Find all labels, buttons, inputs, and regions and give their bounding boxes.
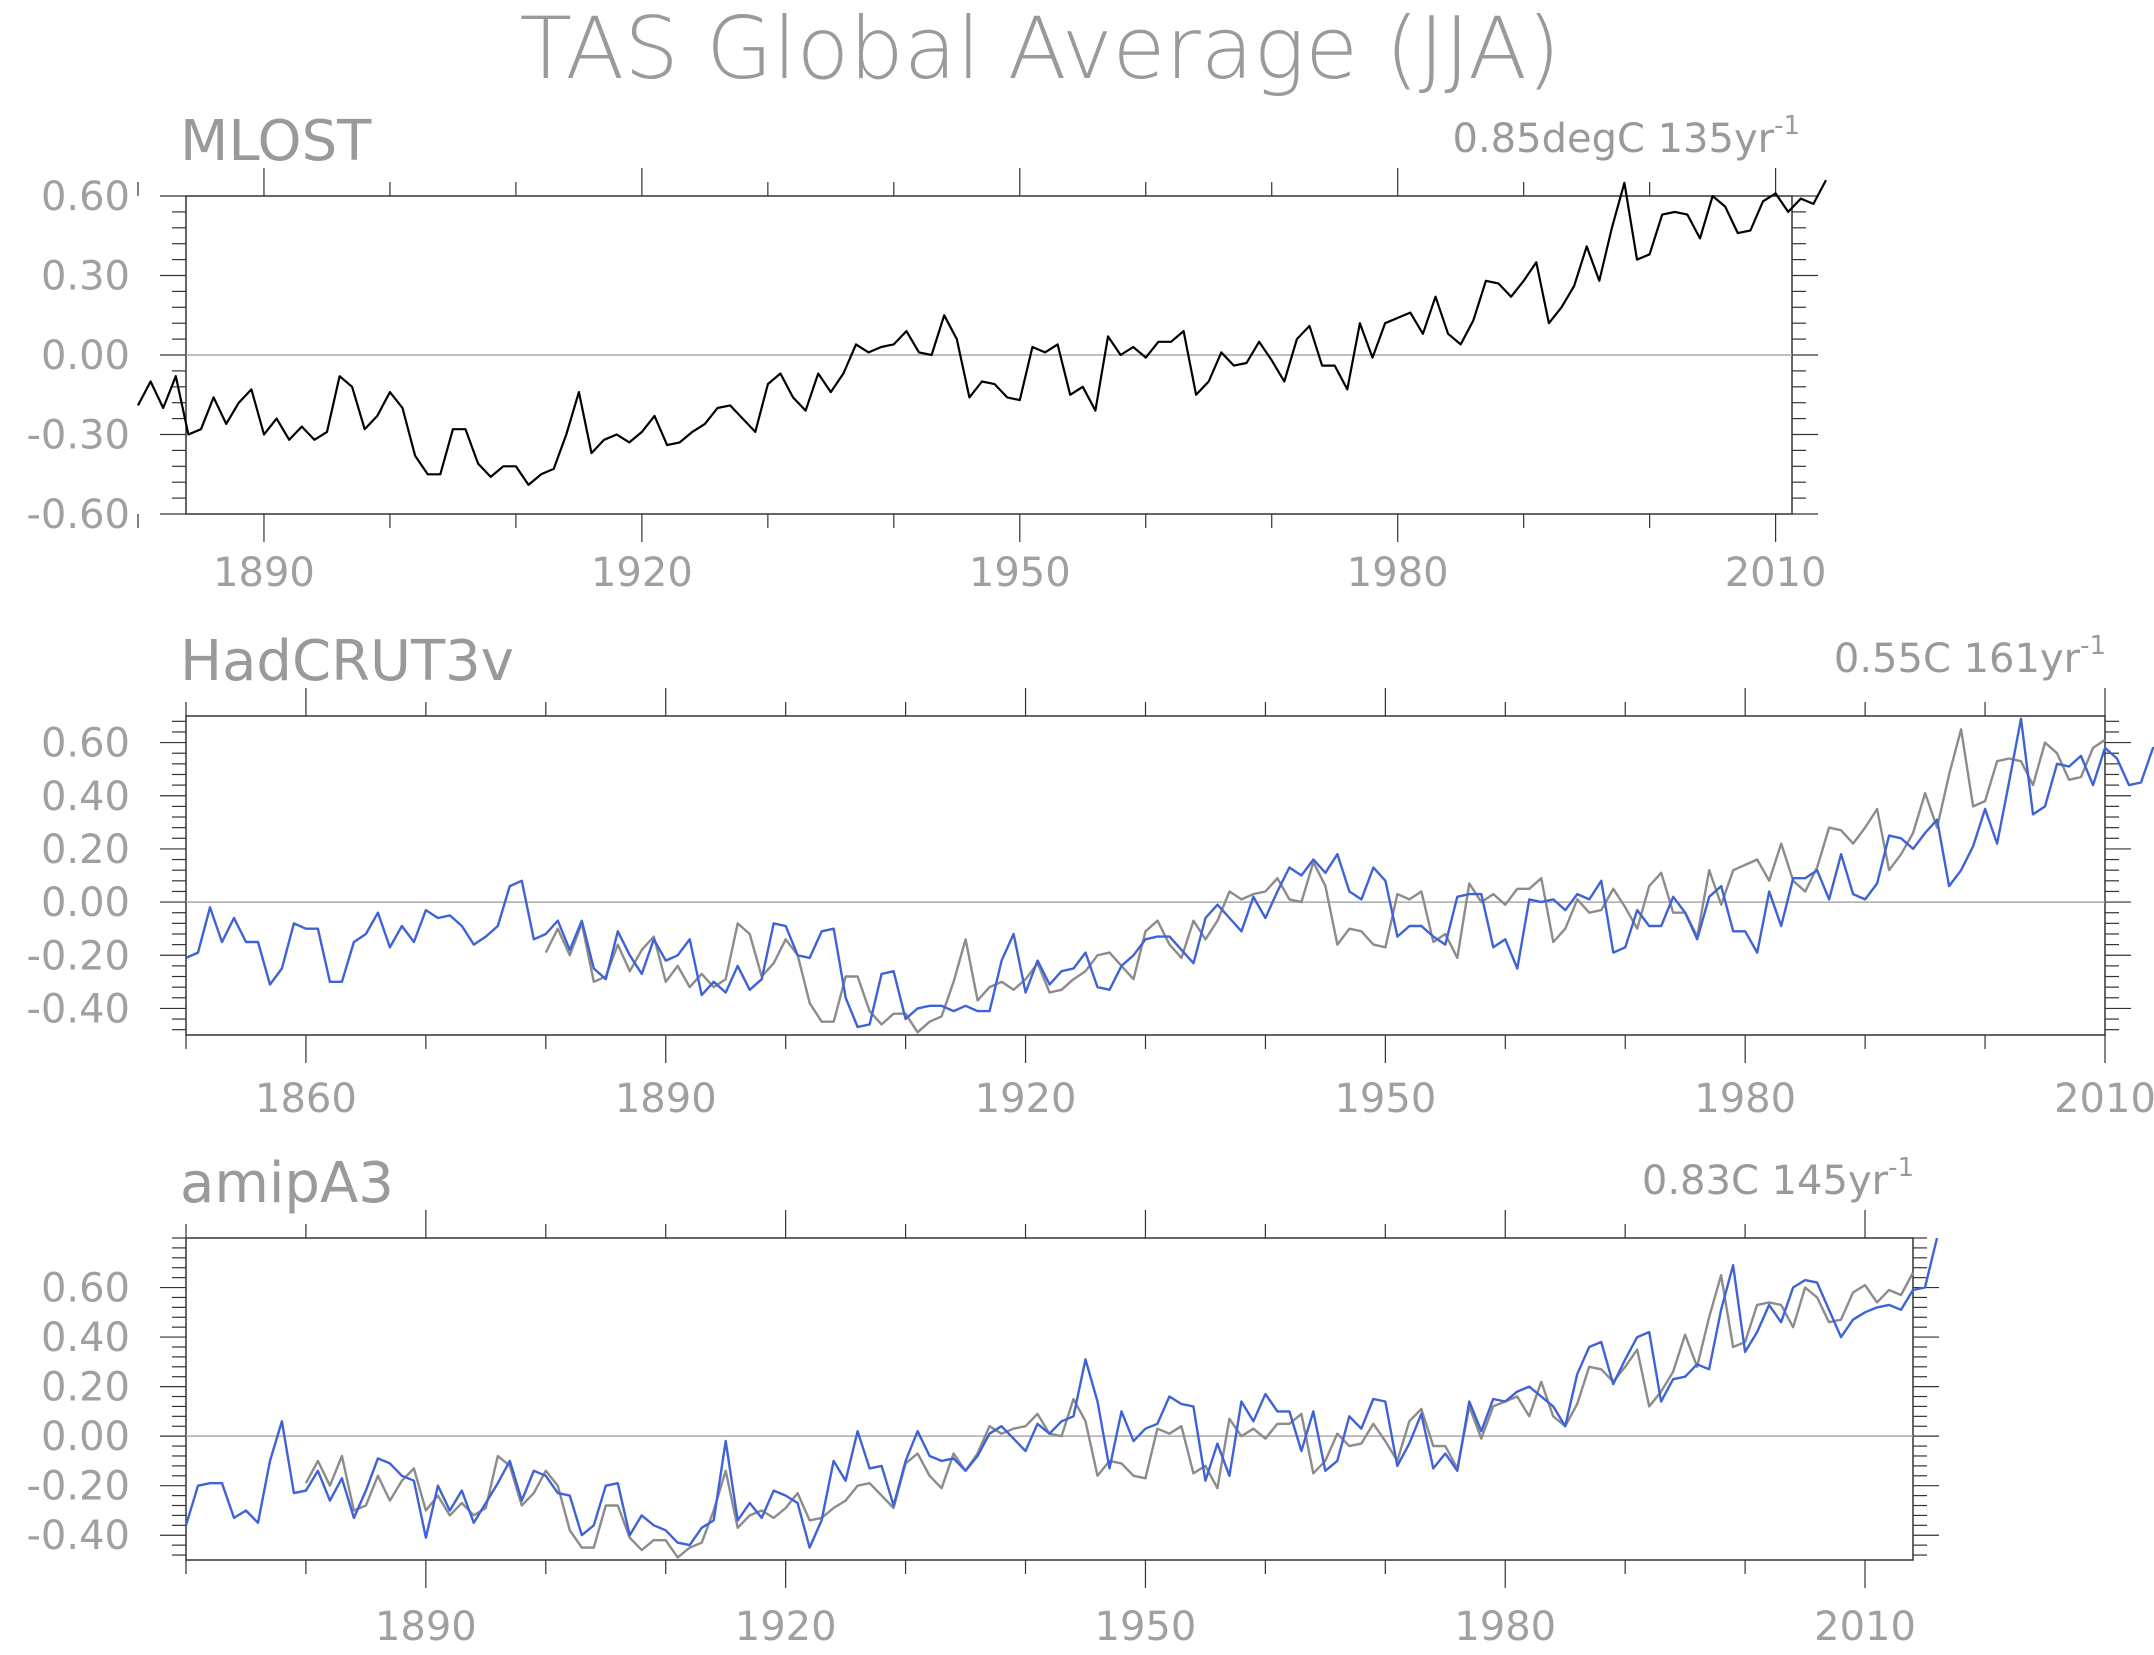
trend-exponent: -1 (1774, 111, 1800, 141)
x-tick-label: 1980 (1454, 1604, 1556, 1650)
y-tick-label: -0.60 (27, 492, 131, 538)
x-tick-label: 1890 (375, 1604, 477, 1650)
x-tick-label: 1980 (1694, 1076, 1796, 1122)
series-line-1 (544, 728, 2106, 1034)
series-line-2 (184, 1237, 1939, 1549)
panel-name: HadCRUT3v (180, 629, 514, 694)
y-tick-label: 0.20 (41, 827, 130, 873)
x-tick-label: 2010 (2054, 1076, 2154, 1122)
trend-text: 0.83C 145yr (1642, 1158, 1889, 1204)
plot-frame (185, 1237, 1914, 1561)
trend-text: 0.85degC 135yr (1453, 116, 1775, 162)
y-tick-label: 0.00 (41, 1414, 130, 1460)
y-tick-label: 0.00 (41, 880, 130, 926)
series-line-1 (304, 1272, 1915, 1559)
y-tick-label: 0.40 (41, 774, 130, 820)
y-tick-label: -0.20 (27, 933, 131, 979)
panel-mlost: MLOST 0.85degC 135yr-1 -0.60 -0.30 0.00 0.30 0… (27, 109, 1827, 596)
y-tick-label: 0.60 (41, 174, 130, 220)
x-tick-label: 1890 (213, 550, 315, 596)
y-tick-label: 0.20 (41, 1365, 130, 1411)
trend-exponent: -1 (2080, 631, 2106, 661)
x-tick-label: 2010 (1725, 550, 1827, 596)
x-tick-label: 1980 (1347, 550, 1449, 596)
series-line-2 (185, 717, 2154, 1029)
x-tick-label: 1920 (591, 550, 693, 596)
y-tick-label: -0.40 (27, 986, 131, 1032)
figure-title: TAS Global Average (JJA) (520, 0, 1561, 99)
x-tick-label: 2010 (1814, 1604, 1916, 1650)
panel-trend-label: 0.83C 145yr-1 (1642, 1153, 1914, 1204)
x-tick-label: 1890 (615, 1076, 717, 1122)
panel-name: amipA3 (180, 1151, 394, 1216)
panels: MLOST 0.85degC 135yr-1-0.60-0.300.000.300… (27, 109, 2154, 1650)
y-tick-label: -0.20 (27, 1464, 131, 1510)
y-tick-label: -0.40 (27, 1513, 131, 1559)
x-tick-label: 1860 (255, 1076, 357, 1122)
panel-trend-label: 0.55C 161yr-1 (1834, 631, 2106, 682)
y-tick-label: -0.30 (27, 413, 131, 459)
trend-text: 0.55C 161yr (1834, 636, 2081, 682)
y-tick-label: 0.40 (41, 1315, 130, 1361)
x-tick-label: 1920 (975, 1076, 1077, 1122)
y-tick-label: 0.60 (41, 1266, 130, 1312)
x-tick-label: 1950 (969, 550, 1071, 596)
y-tick-label: 0.60 (41, 721, 130, 767)
x-tick-label: 1920 (735, 1604, 837, 1650)
x-tick-label: 1950 (1334, 1076, 1436, 1122)
panel-trend-label: 0.85degC 135yr-1 (1453, 111, 1801, 162)
y-tick-label: 0.30 (41, 254, 130, 300)
y-tick-label: 0.00 (41, 333, 130, 379)
series-line-1 (137, 179, 1827, 486)
trend-exponent: -1 (1888, 1153, 1914, 1183)
panel-hadcrut3v: HadCRUT3v 0.55C 161yr-1 -0.40 -0.20 0.00 0.20… (27, 629, 2154, 1122)
x-tick-label: 1950 (1095, 1604, 1197, 1650)
panel-name: MLOST (180, 109, 372, 174)
plot-frame (185, 715, 2106, 1036)
panel-amipa3: amipA3 0.83C 145yr-1 -0.40-0.200.000.200.4… (27, 1151, 1939, 1650)
